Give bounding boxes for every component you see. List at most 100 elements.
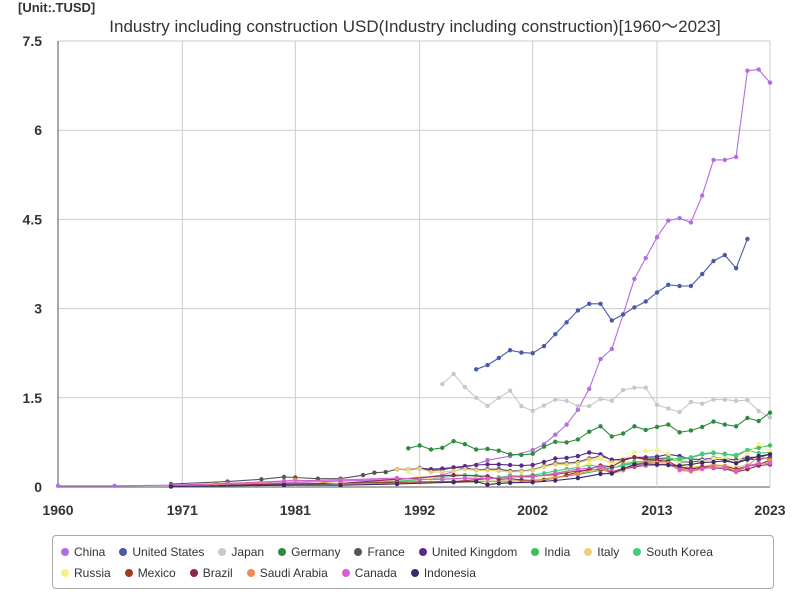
data-point-united-states (575, 308, 581, 313)
legend-item-russia[interactable]: Russia (61, 562, 111, 583)
data-point-france (315, 476, 321, 481)
data-point-japan (553, 397, 558, 402)
data-point-germany (530, 451, 535, 456)
legend-item-japan[interactable]: Japan (218, 541, 264, 562)
data-point-united-kingdom (541, 459, 547, 465)
y-tick-label: 7.5 (23, 33, 43, 49)
data-point-germany (541, 444, 547, 449)
legend-swatch (410, 568, 419, 577)
data-point-south-korea (722, 452, 727, 457)
data-point-italy (575, 461, 581, 466)
data-point-canada (225, 481, 230, 486)
data-point-germany (722, 422, 727, 427)
legend-item-united-states[interactable]: United States (119, 541, 204, 562)
data-point-china (733, 154, 739, 160)
data-point-russia (711, 456, 716, 461)
data-point-germany (440, 445, 445, 450)
data-point-japan (530, 408, 535, 414)
data-point-germany (598, 424, 603, 429)
data-point-united-states (541, 343, 547, 349)
data-point-united-states (700, 271, 705, 277)
data-point-russia (587, 461, 592, 466)
legend-label: South Korea (646, 544, 713, 559)
data-point-indonesia (575, 475, 581, 481)
data-point-china (767, 80, 773, 85)
data-point-italy (428, 469, 434, 475)
data-point-india (767, 443, 773, 448)
legend-item-germany[interactable]: Germany (278, 541, 340, 562)
data-point-italy (417, 466, 422, 471)
data-point-china (55, 483, 61, 488)
legend-item-italy[interactable]: Italy (584, 541, 619, 562)
data-point-germany (654, 424, 660, 430)
series-line-italy (397, 457, 771, 473)
data-point-russia (598, 455, 603, 460)
legend-swatch (61, 568, 69, 577)
legend-swatch (354, 547, 363, 556)
data-point-china (485, 458, 490, 463)
data-point-united-states (519, 350, 524, 355)
data-point-japan (598, 396, 603, 402)
legend-label: Japan (231, 544, 265, 559)
series-line-indonesia (170, 453, 771, 487)
data-point-united-states (745, 236, 750, 242)
data-point-china (587, 386, 592, 392)
data-point-italy (553, 462, 558, 467)
data-point-japan (745, 398, 750, 403)
data-point-canada (733, 468, 739, 474)
data-point-germany (406, 446, 411, 451)
data-point-indonesia (688, 462, 694, 467)
data-point-japan (474, 395, 479, 400)
data-point-france (372, 470, 377, 475)
data-point-china (745, 68, 750, 73)
data-point-germany (462, 442, 468, 447)
legend-item-india[interactable]: India (531, 541, 570, 562)
data-point-united-states (474, 367, 479, 372)
data-point-germany (575, 437, 581, 442)
data-point-brazil (451, 472, 456, 478)
data-point-canada (281, 478, 287, 484)
data-point-japan (462, 384, 468, 390)
legend-label: China (74, 544, 106, 559)
legend-swatch (418, 547, 427, 556)
legend-label: Russia (74, 565, 111, 580)
data-point-india (756, 445, 761, 450)
data-point-indonesia (168, 484, 174, 489)
legend-item-mexico[interactable]: Mexico (124, 562, 176, 583)
data-point-canada (722, 465, 727, 471)
data-point-italy (485, 468, 490, 473)
legend-item-canada[interactable]: Canada (341, 562, 397, 583)
data-point-italy (394, 467, 400, 472)
y-tick-label: 6 (34, 122, 42, 138)
data-point-japan (643, 385, 648, 390)
data-point-indonesia (553, 478, 558, 483)
chart-title: Industry including construction USD(Indu… (109, 17, 721, 36)
data-point-canada (598, 464, 603, 469)
data-point-canada (440, 477, 445, 482)
legend-item-south-korea[interactable]: South Korea (633, 541, 713, 562)
legend-item-france[interactable]: France (354, 541, 405, 562)
data-point-italy (451, 468, 456, 474)
data-point-germany (451, 439, 456, 444)
data-point-indonesia (394, 481, 400, 487)
data-point-indonesia (609, 471, 614, 476)
data-point-united-states (688, 283, 694, 289)
data-point-united-kingdom (519, 463, 524, 468)
legend-swatch (189, 568, 198, 577)
data-point-china (700, 193, 705, 198)
legend-item-china[interactable]: China (61, 541, 105, 562)
data-point-japan (700, 401, 705, 406)
data-point-germany (553, 439, 558, 444)
data-point-germany (688, 428, 694, 433)
legend-item-saudi-arabia[interactable]: Saudi Arabia (246, 562, 328, 583)
legend-item-indonesia[interactable]: Indonesia (410, 562, 476, 583)
data-point-russia (756, 442, 761, 447)
data-point-indonesia (632, 462, 637, 467)
legend-item-brazil[interactable]: Brazil (189, 562, 233, 583)
data-point-japan (632, 385, 637, 390)
x-tick-label: 2013 (641, 502, 672, 518)
data-point-indonesia (496, 481, 501, 486)
legend-item-united-kingdom[interactable]: United Kingdom (418, 541, 517, 562)
data-point-united-states (677, 283, 682, 289)
legend-swatch (119, 547, 128, 556)
